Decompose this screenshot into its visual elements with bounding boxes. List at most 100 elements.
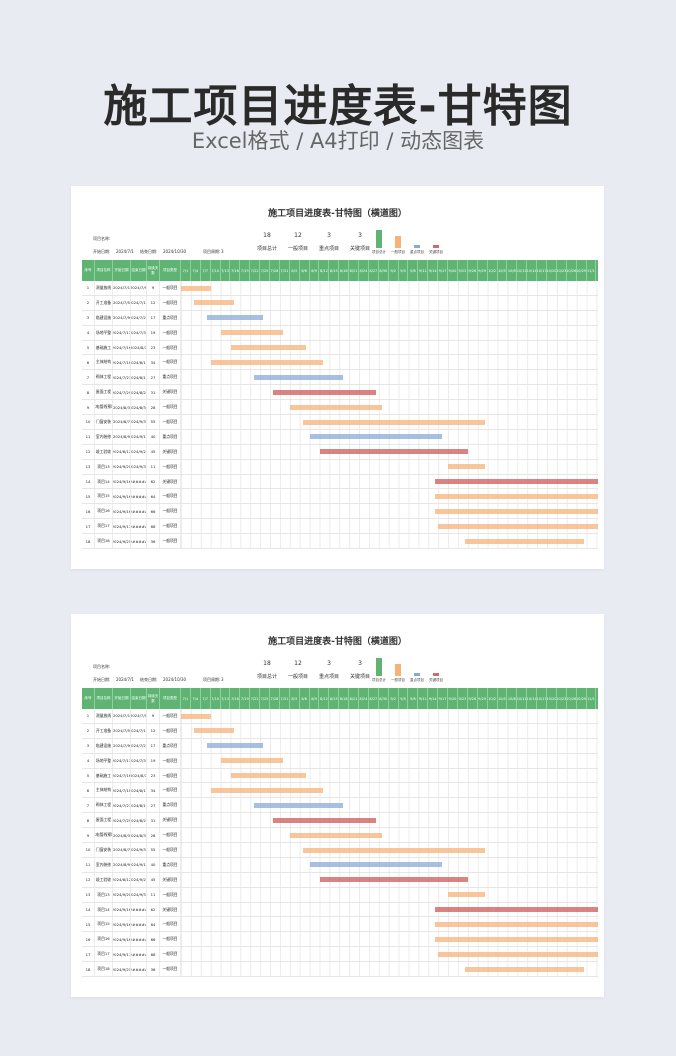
cell-end: 2024/9/30 bbox=[131, 415, 147, 429]
gantt-bar bbox=[448, 892, 485, 898]
cell-start: 2024/7/9 bbox=[113, 738, 131, 753]
cell-days: 66 bbox=[147, 519, 160, 534]
date-header: 8/30 bbox=[379, 688, 389, 709]
date-header: 7/4 bbox=[191, 260, 201, 281]
cell-days: 45 bbox=[147, 444, 160, 459]
cell-end: 2024/7/16 bbox=[131, 295, 147, 310]
cell-start: 2024/9/17 bbox=[113, 947, 131, 962]
cell-end: ######## bbox=[131, 489, 147, 504]
cell-end: 2024/7/25 bbox=[131, 738, 147, 753]
gantt-bar bbox=[230, 345, 307, 351]
date-header: 10/8 bbox=[507, 688, 518, 709]
mini-bar-label: 项目总计 bbox=[372, 678, 386, 682]
cell-no: 4 bbox=[82, 753, 95, 768]
header-row: 序号 项目名称 开始日期 结束日期 持续天数 项目类型 7/1 7/4 7/7 7/10 7/13 7… bbox=[82, 260, 598, 281]
cell-days: 62 bbox=[147, 902, 160, 917]
cell-no: 10 bbox=[82, 415, 95, 429]
cell-days: 62 bbox=[147, 474, 160, 489]
cell-no: 2 bbox=[82, 295, 95, 310]
date-header: 10/29 bbox=[577, 260, 587, 281]
cell-start: 2024/9/20 bbox=[113, 887, 131, 902]
cell-name: 开工准备 bbox=[95, 723, 113, 738]
cell-end: 2024/8/30 bbox=[131, 828, 147, 843]
cell-end: 2024/9/30 bbox=[131, 843, 147, 857]
project-name-label: 项目名称: bbox=[93, 236, 111, 241]
mini-bar-2 bbox=[414, 672, 420, 676]
cell-type: 重点项目 bbox=[160, 429, 181, 444]
stat-value: 18 bbox=[263, 232, 271, 239]
cell-no: 16 bbox=[82, 504, 95, 519]
cell-end: 2024/7/9 bbox=[131, 709, 147, 723]
date-header: 8/21 bbox=[349, 688, 360, 709]
cell-type: 一般项目 bbox=[160, 709, 181, 723]
date-header: 9/14 bbox=[428, 688, 439, 709]
cell-name: 竣工验收 bbox=[95, 444, 113, 459]
cell-days: 9 bbox=[147, 281, 160, 295]
cell-start: 2024/8/7 bbox=[113, 843, 131, 857]
date-header: 7/7 bbox=[201, 260, 211, 281]
gantt-bar bbox=[435, 493, 598, 499]
cell-no: 17 bbox=[82, 947, 95, 962]
gantt-track bbox=[181, 753, 598, 768]
gantt-bar bbox=[309, 862, 442, 868]
date-header: 8/18 bbox=[339, 260, 350, 281]
mini-bar-label: 一般项目 bbox=[391, 678, 405, 682]
cell-name: 屋面工程 bbox=[95, 813, 113, 828]
gantt-track bbox=[181, 813, 598, 828]
cell-no: 12 bbox=[82, 444, 95, 459]
cell-days: 36 bbox=[147, 534, 160, 549]
date-header: 8/30 bbox=[379, 260, 389, 281]
date-header: 7/31 bbox=[280, 260, 290, 281]
gantt-track bbox=[181, 723, 598, 738]
mini-bar-label: 一般项目 bbox=[391, 250, 405, 254]
gantt-bar bbox=[303, 419, 485, 425]
cell-name: 主体结构 bbox=[95, 783, 113, 798]
project-name-label: 项目名称: bbox=[93, 664, 111, 669]
column-header: 项目类型 bbox=[160, 688, 181, 709]
cell-end: 2024/8/7 bbox=[131, 768, 147, 783]
cell-name: 临建设施 bbox=[95, 310, 113, 325]
date-header: 9/29 bbox=[478, 688, 488, 709]
cell-days: 45 bbox=[147, 872, 160, 887]
banner-title: 施工项目进度表-甘特图 bbox=[103, 81, 573, 132]
cell-end: 2024/8/25 bbox=[131, 813, 147, 828]
table-row: 1 测量放线 2024/7/1 2024/7/9 9 一般项目 bbox=[82, 281, 598, 296]
stat-0: 18 项目总计 bbox=[252, 232, 282, 252]
stat-label: 关键项目 bbox=[349, 674, 370, 680]
cell-days: 11 bbox=[147, 887, 160, 902]
mini-bar-3 bbox=[433, 244, 439, 248]
cell-name: 竣工验收 bbox=[95, 872, 113, 887]
gantt-bar bbox=[438, 523, 598, 529]
date-header: 9/11 bbox=[418, 688, 429, 709]
cell-start: 2024/8/3 bbox=[113, 828, 131, 843]
cell-start: 2024/7/13 bbox=[113, 753, 131, 768]
column-header: 项目名称 bbox=[95, 688, 113, 709]
gantt-track bbox=[181, 325, 598, 340]
cell-days: 66 bbox=[147, 947, 160, 962]
cell-type: 一般项目 bbox=[160, 932, 181, 947]
gantt-bar bbox=[319, 449, 469, 455]
cell-name: 门窗安装 bbox=[95, 843, 113, 857]
sheet-preview-2: 施工项目进度表-甘特图（横道图） 项目名称: 开始日期: 2024/7/1 结束日期: 2… bbox=[71, 614, 604, 997]
date-header: 9/20 bbox=[448, 688, 458, 709]
cell-start: 2024/7/23 bbox=[113, 798, 131, 813]
cell-no: 12 bbox=[82, 872, 95, 887]
date-header: 10/20 bbox=[547, 688, 557, 709]
date-header: 8/24 bbox=[359, 260, 369, 281]
cell-name: 水电管线预埋 bbox=[95, 400, 113, 415]
date-header: 9/14 bbox=[428, 260, 439, 281]
start-date: 2024/7/1 bbox=[116, 249, 134, 254]
cell-type: 一般项目 bbox=[160, 534, 181, 549]
